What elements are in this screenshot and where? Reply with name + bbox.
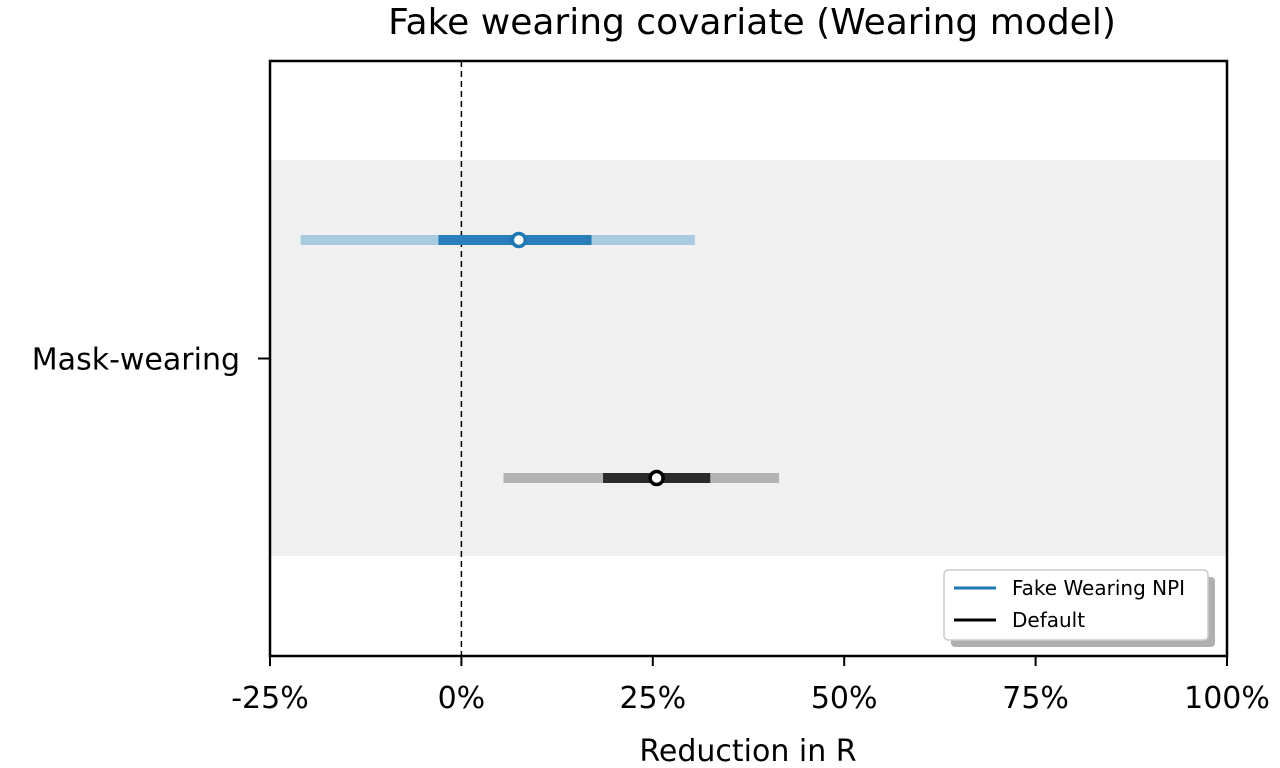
plot-area [268,59,1229,658]
legend-entry: Default [1012,608,1085,632]
legend-entry: Fake Wearing NPI [1012,576,1185,600]
x-tick-label: 25% [619,681,686,716]
x-axis-label: Reduction in R [639,734,856,768]
x-tick-label: 50% [811,681,878,716]
x-tick-label: 0% [438,681,486,716]
median-point-default [648,469,665,487]
legend-box [943,569,1209,641]
legend: Fake Wearing NPI Default [943,569,1215,647]
x-tick-label: 75% [1002,681,1069,716]
median-point-fake-wearing-npi [510,231,528,249]
x-tick-label: 100% [1184,681,1270,716]
x-axis: -25% 0% 25% 50% 75% 100% [231,656,1270,716]
y-tick-label: Mask-wearing [32,343,240,378]
x-tick-label: -25% [231,681,309,716]
y-axis: Mask-wearing [32,343,270,378]
data-marks [300,231,780,487]
category-band [270,160,1227,556]
chart-title: Fake wearing covariate (Wearing model) [388,2,1116,43]
